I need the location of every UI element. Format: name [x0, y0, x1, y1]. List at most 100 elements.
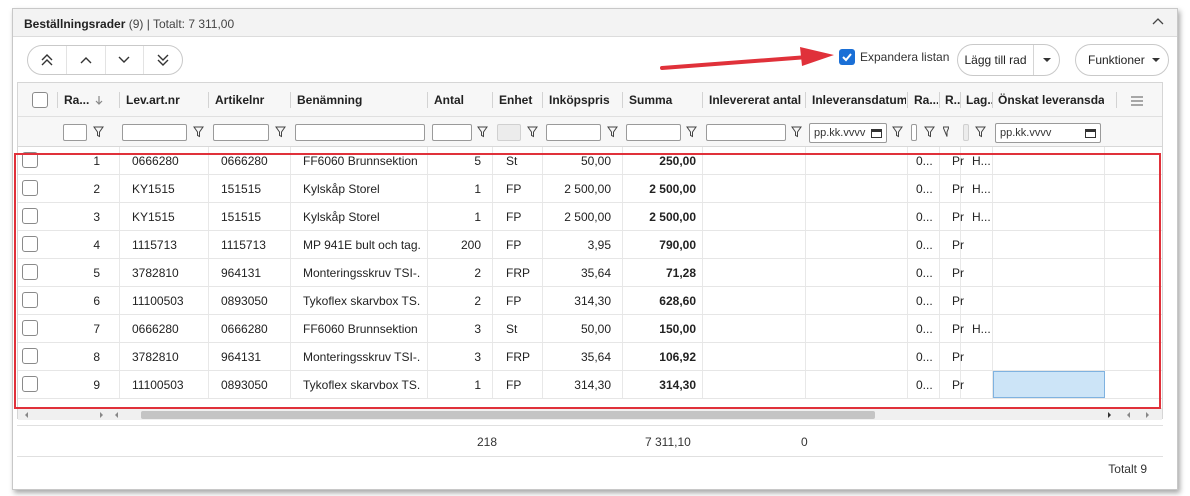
cell-levart[interactable]: KY1515	[132, 210, 175, 224]
cell-ra2[interactable]: 0...	[916, 238, 933, 252]
cell-rad[interactable]: 7	[93, 322, 100, 336]
cell-enhet[interactable]: FP	[506, 294, 522, 308]
col-header-lag[interactable]: Lag...	[966, 93, 992, 107]
filter-input-inkopspris[interactable]	[546, 124, 601, 141]
cell-lag[interactable]	[972, 287, 992, 315]
cell-levart[interactable]: 11100503	[132, 294, 184, 308]
scroll-left-icon[interactable]	[112, 410, 122, 420]
cell-enhet[interactable]: FRP	[506, 350, 530, 364]
cell-summa[interactable]: 314,30	[659, 378, 696, 392]
cell-lag[interactable]	[972, 231, 992, 259]
row-checkbox[interactable]	[22, 208, 38, 224]
cell-ra2[interactable]: 0...	[916, 378, 933, 392]
filter-icon[interactable]	[924, 126, 935, 138]
cell-ra2[interactable]: 0...	[916, 182, 933, 196]
cell-summa[interactable]: 250,00	[659, 154, 696, 168]
cell-r[interactable]: Pr	[952, 294, 964, 308]
cell-summa[interactable]: 628,60	[659, 294, 696, 308]
cell-artikelnr[interactable]: 0893050	[221, 294, 268, 308]
horizontal-scrollbar[interactable]	[18, 408, 1162, 420]
add-row-dropdown[interactable]	[1034, 57, 1059, 63]
cell-antal[interactable]: 1	[474, 182, 481, 196]
filter-icon[interactable]	[975, 126, 986, 138]
cell-enhet[interactable]: FRP	[506, 266, 530, 280]
cell-summa[interactable]: 2 500,00	[649, 182, 696, 196]
move-up-button[interactable]	[67, 46, 106, 74]
cell-lag[interactable]	[972, 371, 992, 399]
filter-input-inlevererat[interactable]	[706, 124, 786, 141]
cell-rad[interactable]: 2	[93, 182, 100, 196]
cell-artikelnr[interactable]: 151515	[221, 182, 262, 196]
cell-artikelnr[interactable]: 151515	[221, 210, 262, 224]
cell-levart[interactable]: 3782810	[132, 350, 179, 364]
cell-lag[interactable]	[972, 259, 992, 287]
cell-summa[interactable]: 2 500,00	[649, 210, 696, 224]
scroll-right-icon[interactable]	[1142, 410, 1152, 420]
row-checkbox[interactable]	[22, 264, 38, 280]
cell-antal[interactable]: 1	[474, 210, 481, 224]
cell-inkopspris[interactable]: 314,30	[574, 294, 611, 308]
add-row-button[interactable]: Lägg till rad	[958, 45, 1034, 75]
col-header-inleveransdatum[interactable]: Inleveransdatum	[812, 93, 906, 107]
col-header-rad[interactable]: Ra...	[64, 93, 90, 107]
table-row[interactable]: 8 3782810 964131 Monteringsskruv TSI-... 3 FR…	[18, 343, 1162, 371]
cell-rad[interactable]: 8	[93, 350, 100, 364]
select-all-checkbox[interactable]	[32, 92, 48, 108]
cell-r[interactable]: Pr	[952, 154, 964, 168]
cell-inkopspris[interactable]: 2 500,00	[564, 182, 611, 196]
filter-input-levart[interactable]	[122, 124, 187, 141]
cell-benamning[interactable]: Tykoflex skarvbox TS...	[303, 378, 421, 392]
filter-icon[interactable]	[791, 126, 802, 138]
cell-antal[interactable]: 5	[474, 154, 481, 168]
col-header-summa[interactable]: Summa	[629, 93, 673, 107]
cell-benamning[interactable]: MP 941E bult och tag...	[303, 238, 421, 252]
col-header-levart[interactable]: Lev.art.nr	[126, 93, 180, 107]
cell-enhet[interactable]: FP	[506, 238, 522, 252]
cell-r[interactable]: Pr	[952, 350, 964, 364]
filter-input-benamning[interactable]	[295, 124, 425, 141]
table-row[interactable]: 9 11100503 0893050 Tykoflex skarvbox TS... 1…	[18, 371, 1162, 399]
filter-input-summa[interactable]	[626, 124, 681, 141]
functions-button[interactable]: Funktioner	[1075, 44, 1169, 76]
move-last-button[interactable]	[144, 46, 182, 74]
cell-r[interactable]: Pr	[952, 266, 964, 280]
cell-enhet[interactable]: FP	[506, 182, 522, 196]
row-checkbox[interactable]	[22, 348, 38, 364]
cell-antal[interactable]: 3	[474, 322, 481, 336]
cell-summa[interactable]: 790,00	[659, 238, 696, 252]
move-down-button[interactable]	[106, 46, 145, 74]
filter-input-ra2[interactable]	[911, 124, 917, 141]
cell-r[interactable]: Pr	[952, 322, 964, 336]
cell-levart[interactable]: 0666280	[132, 322, 179, 336]
table-row[interactable]: 1 0666280 0666280 FF6060 Brunnsektion ... 5 S…	[18, 147, 1162, 175]
filter-icon[interactable]	[892, 126, 903, 138]
cell-r[interactable]: Pr	[952, 210, 964, 224]
cell-benamning[interactable]: Kylskåp Storel	[303, 182, 380, 196]
col-header-inlevererat[interactable]: Inlevererat antal	[709, 93, 802, 107]
cell-artikelnr[interactable]: 964131	[221, 350, 262, 364]
cell-ra2[interactable]: 0...	[916, 294, 933, 308]
cell-inkopspris[interactable]: 50,00	[580, 322, 611, 336]
cell-rad[interactable]: 5	[93, 266, 100, 280]
cell-inkopspris[interactable]: 3,95	[587, 238, 611, 252]
row-checkbox[interactable]	[22, 376, 38, 392]
filter-date-onskat[interactable]: pp.kk.vvvv	[995, 123, 1101, 143]
col-header-ra2[interactable]: Ra...	[914, 93, 938, 107]
cell-inkopspris[interactable]: 35,64	[580, 350, 611, 364]
cell-lag[interactable]: H...	[972, 182, 991, 196]
cell-artikelnr[interactable]: 0666280	[221, 154, 268, 168]
scroll-right-icon[interactable]	[96, 410, 106, 420]
filter-icon[interactable]	[193, 126, 204, 138]
filter-icon[interactable]	[275, 126, 286, 138]
cell-inkopspris[interactable]: 35,64	[580, 266, 611, 280]
cell-lag[interactable]: H...	[972, 322, 991, 336]
filter-icon[interactable]	[477, 126, 488, 138]
cell-rad[interactable]: 4	[93, 238, 100, 252]
row-checkbox[interactable]	[22, 236, 38, 252]
col-header-antal[interactable]: Antal	[434, 93, 464, 107]
cell-enhet[interactable]: FP	[506, 210, 522, 224]
cell-artikelnr[interactable]: 1115713	[221, 238, 266, 252]
cell-summa[interactable]: 71,28	[665, 266, 696, 280]
cell-inkopspris[interactable]: 314,30	[574, 378, 611, 392]
col-header-artikelnr[interactable]: Artikelnr	[215, 93, 265, 107]
